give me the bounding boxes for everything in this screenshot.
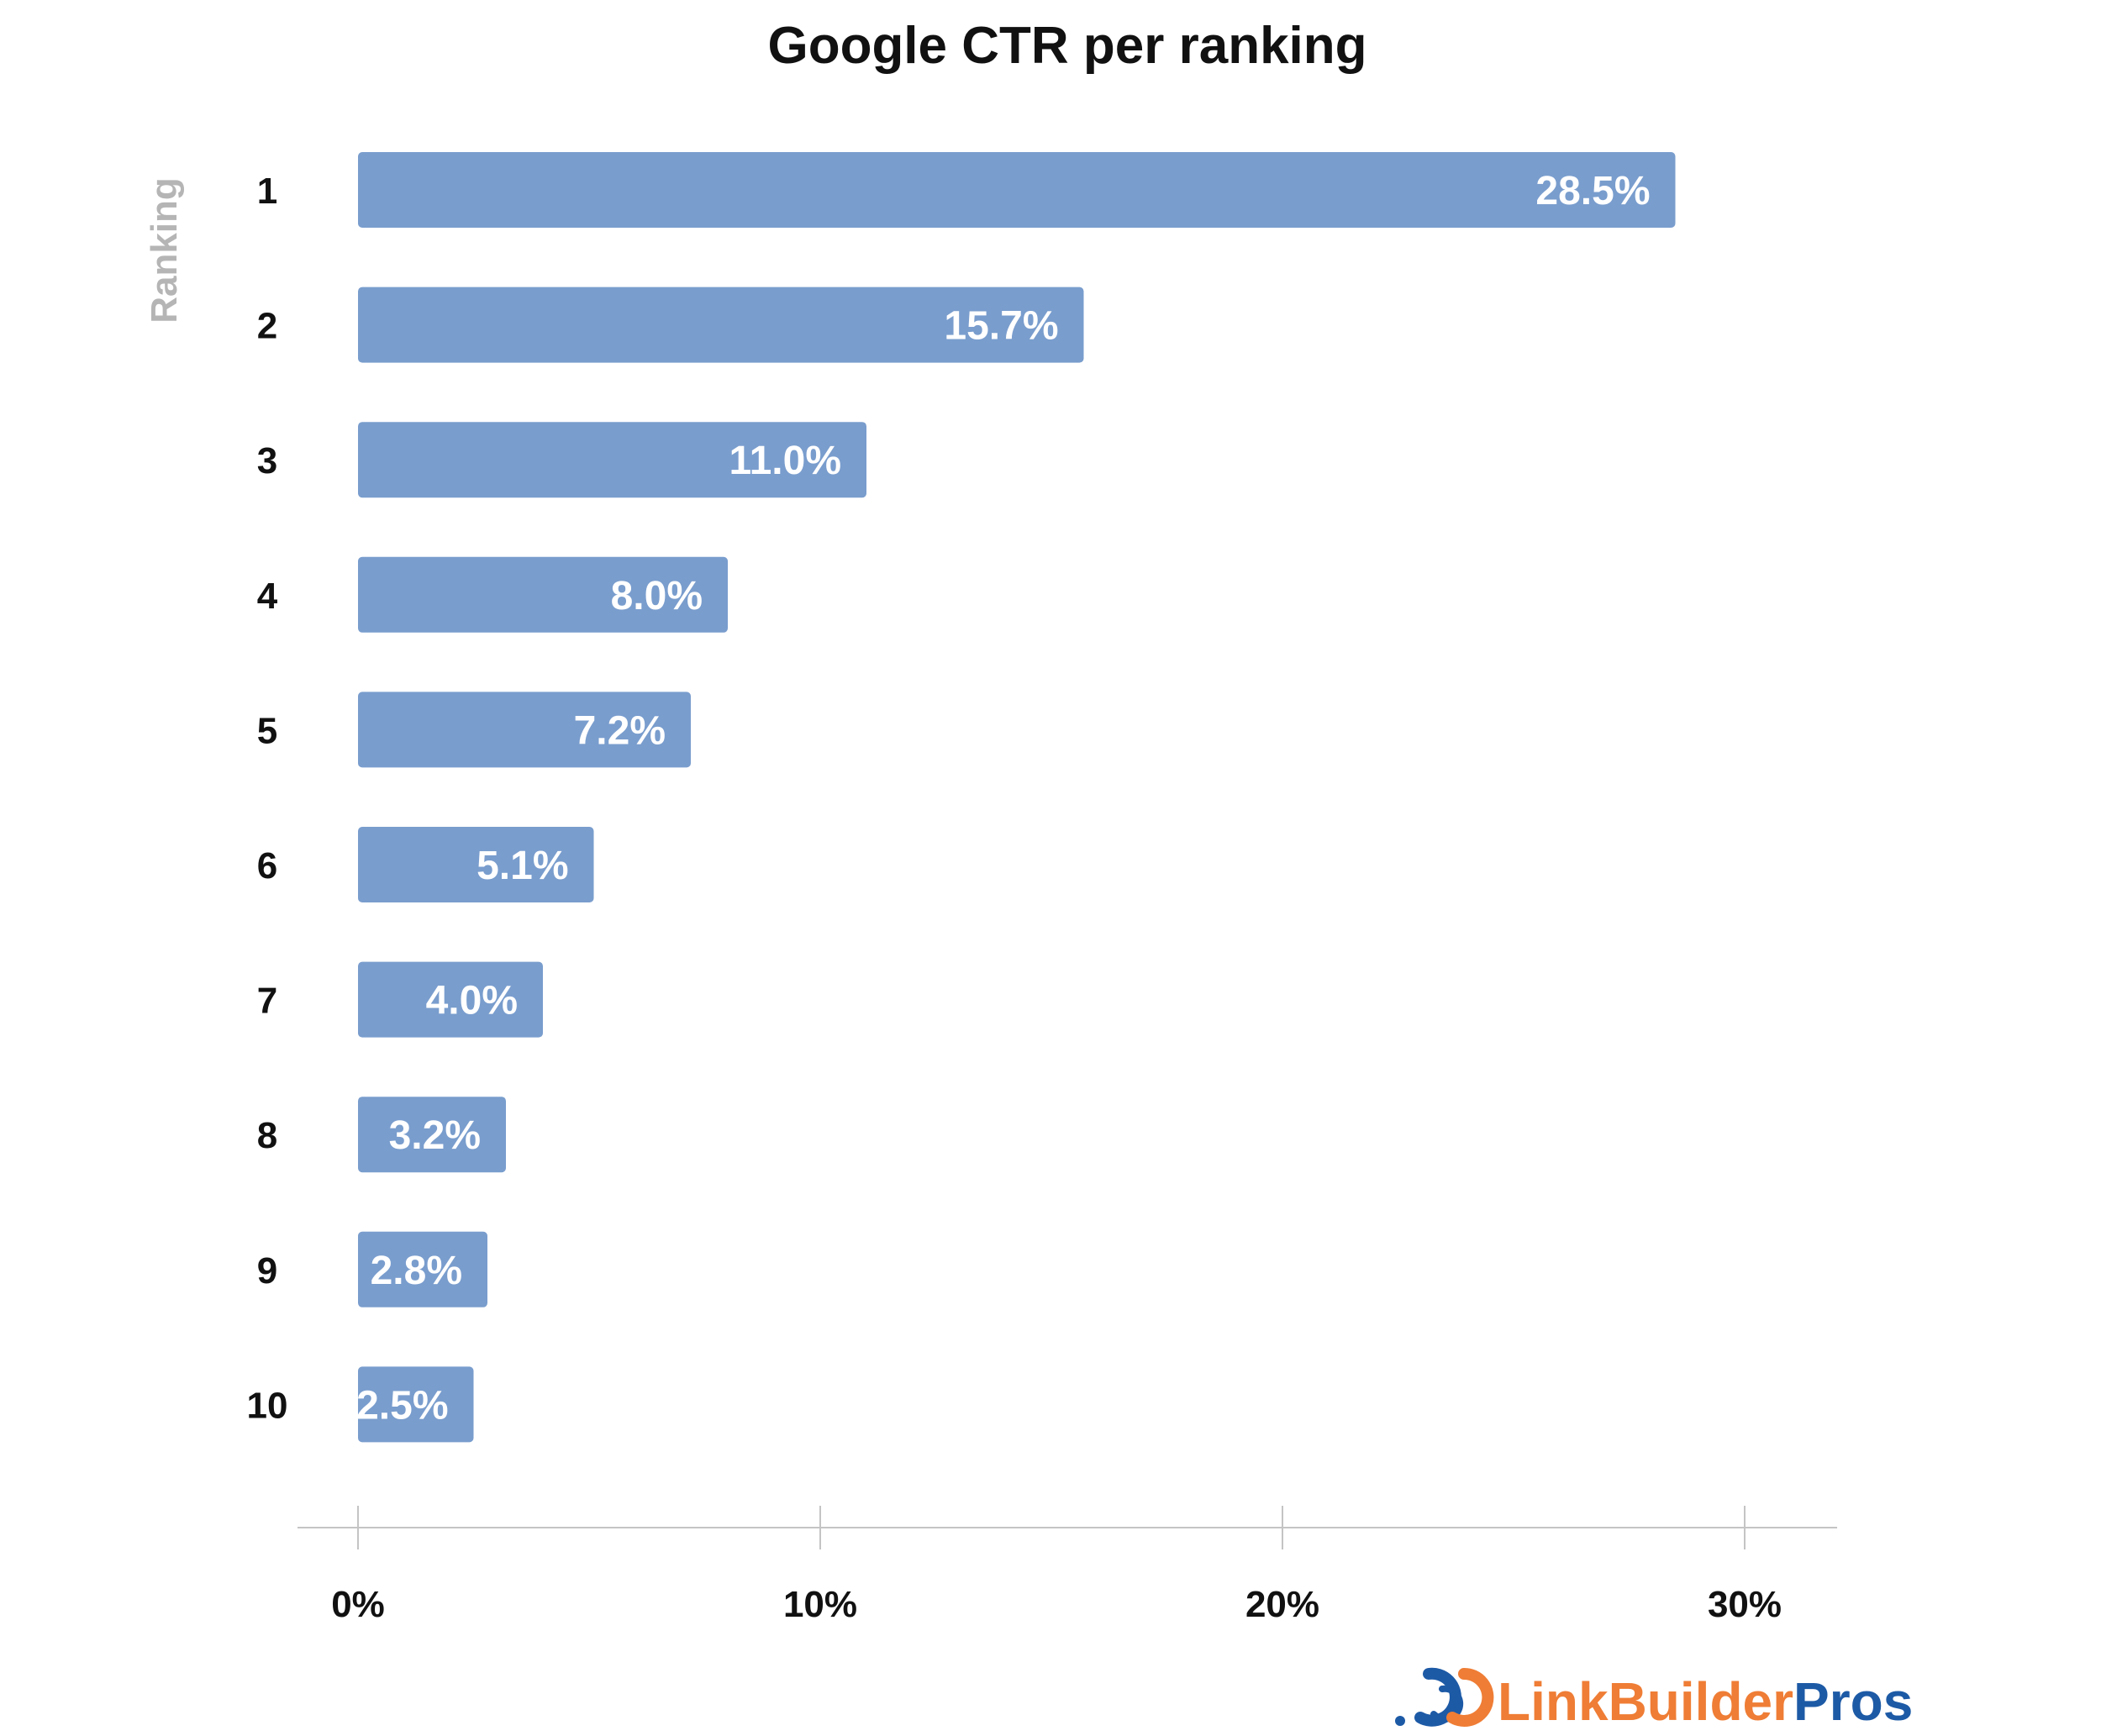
brand-logo: LinkBuilderPros (1395, 1667, 1913, 1732)
bar (358, 556, 728, 633)
category-label: 4 (257, 576, 278, 617)
bar-value-label: 11.0% (729, 439, 841, 483)
y-axis-label: Ranking (144, 177, 185, 324)
bar (358, 961, 543, 1038)
bar (358, 827, 594, 902)
bar-value-label: 28.5% (1535, 169, 1650, 213)
x-tick-label: 30% (1708, 1584, 1782, 1625)
logo-wordmark: LinkBuilderPros (1498, 1671, 1913, 1732)
bar (358, 152, 1676, 228)
bar-value-label: 3.2% (389, 1113, 481, 1158)
category-label: 9 (257, 1250, 277, 1291)
x-tick-label: 20% (1245, 1584, 1319, 1625)
bar-value-label: 15.7% (944, 304, 1058, 349)
bar-value-label: 2.5% (356, 1383, 448, 1428)
logo-text-pros: Pros (1793, 1671, 1913, 1732)
bar (358, 692, 691, 768)
bar-value-label: 5.1% (477, 844, 568, 888)
bar-value-label: 7.2% (574, 708, 666, 753)
bar (358, 422, 866, 498)
bar (358, 1231, 487, 1307)
category-label: 7 (257, 981, 277, 1022)
bar (358, 1097, 506, 1173)
category-label: 1 (257, 171, 277, 212)
category-label: 10 (247, 1385, 288, 1426)
category-label: 8 (257, 1115, 277, 1156)
bar-value-label: 8.0% (611, 574, 703, 618)
bar (358, 287, 1084, 363)
category-label: 2 (257, 306, 277, 347)
bar-value-label: 4.0% (426, 979, 518, 1023)
category-label: 5 (257, 710, 277, 751)
x-tick-label: 0% (331, 1584, 385, 1625)
logo-text-linkbuilder: LinkBuilder (1498, 1671, 1793, 1732)
category-label: 3 (257, 440, 277, 481)
bar-value-label: 2.8% (371, 1249, 462, 1293)
chart-title: Google CTR per ranking (767, 17, 1366, 75)
x-axis: 0% 10% 20% 30% (298, 1506, 1837, 1625)
chain-link-icon (1395, 1667, 1494, 1727)
bars-group: 1 28.5% 2 15.7% 3 11.0% 4 8.0% 5 7.2% 6 5.1% 7 4.0% 8 3… (247, 152, 1676, 1443)
x-tick-label: 10% (783, 1584, 857, 1625)
category-label: 6 (257, 845, 277, 886)
bar (358, 1366, 474, 1443)
